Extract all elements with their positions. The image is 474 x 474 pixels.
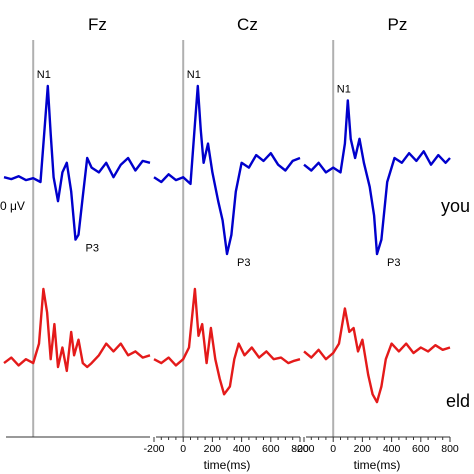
label-p3: P3	[86, 243, 99, 255]
x-axis-label: time(ms)	[354, 458, 401, 472]
x-tick-label: 600	[412, 443, 430, 455]
x-tick-label: -200	[143, 443, 164, 455]
x-tick-label: 800	[291, 443, 309, 455]
erp-panels: Fz N1 P3 0 μV Cz N1 P3 -200 0 200 400 600 800 time(ms…	[0, 15, 459, 472]
x-tick-label: 200	[204, 443, 222, 455]
waveform-eld	[3, 287, 151, 373]
label-n1: N1	[37, 69, 51, 81]
x-tick-label: 0	[180, 443, 186, 455]
x-tick-label: 800	[441, 443, 459, 455]
waveform-you	[3, 84, 151, 241]
label-n1: N1	[187, 69, 201, 81]
waveform-eld	[303, 307, 451, 404]
amplitude-scale-label: 0 μV	[0, 199, 25, 213]
x-tick-label: 600	[262, 443, 280, 455]
waveform-you	[153, 84, 301, 256]
x-axis-label: time(ms)	[204, 458, 251, 472]
panel-cz: Cz N1 P3 -200 0 200 400 600 800 time(ms)	[143, 15, 308, 472]
label-n1: N1	[337, 83, 351, 95]
x-tick-label: 400	[383, 443, 401, 455]
group-label-young: you	[441, 196, 470, 216]
panel-title: Cz	[237, 15, 258, 34]
x-tick-label: 400	[233, 443, 251, 455]
group-label-elderly: eld	[446, 391, 470, 411]
waveform-eld	[153, 287, 301, 396]
label-p3: P3	[387, 257, 400, 269]
panel-title: Pz	[388, 15, 408, 34]
panel-fz: Fz N1 P3 0 μV	[0, 15, 151, 438]
panel-title: Fz	[88, 15, 107, 34]
waveform-you	[303, 99, 451, 256]
x-tick-label: -200	[293, 443, 314, 455]
panel-pz: Pz N1 P3 -200 0 200 400 600 800 time(ms)	[293, 15, 458, 472]
x-tick-label: 200	[354, 443, 372, 455]
label-p3: P3	[237, 257, 250, 269]
x-tick-label: 0	[330, 443, 336, 455]
